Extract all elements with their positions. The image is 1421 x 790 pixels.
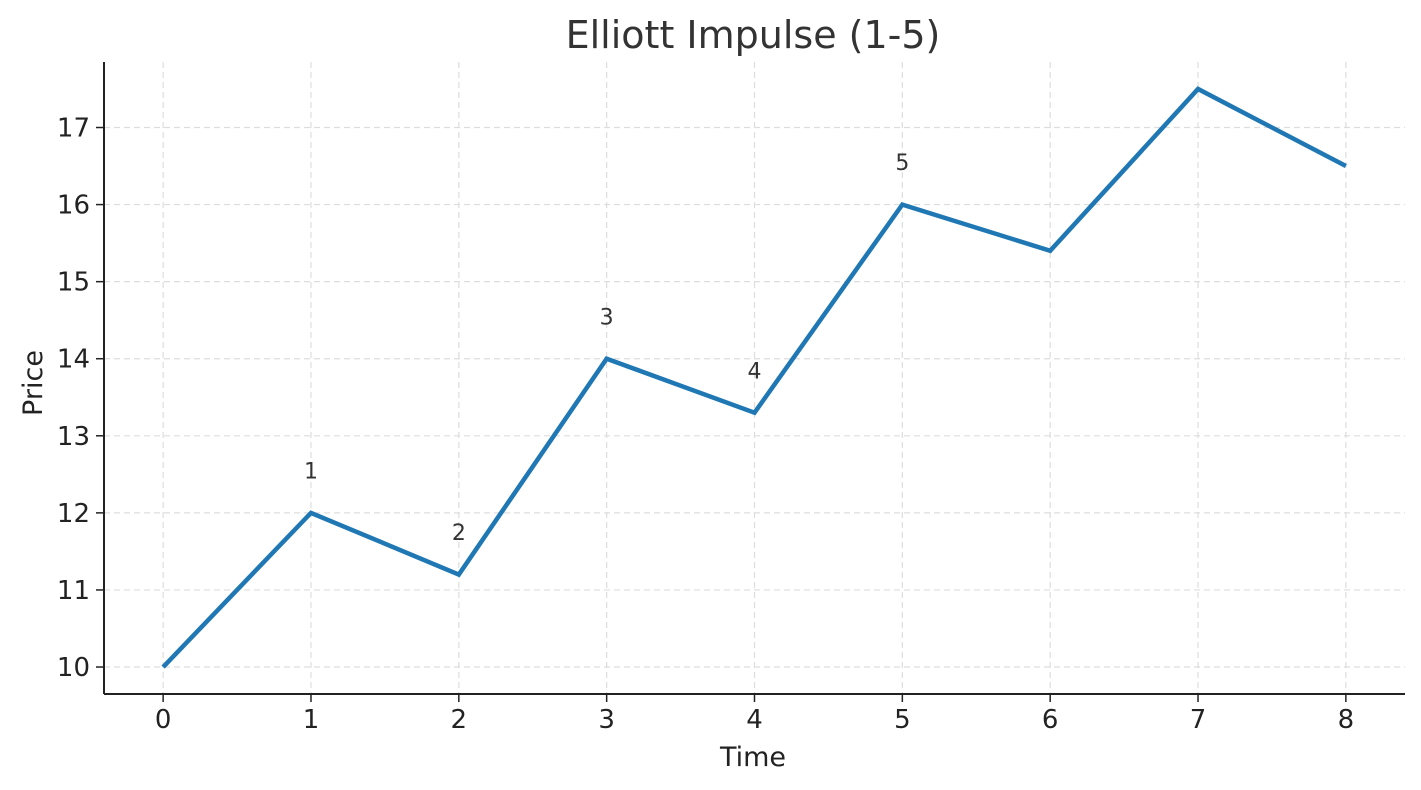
y-tick-label: 12 <box>57 499 90 529</box>
x-tick-label: 3 <box>598 705 615 735</box>
y-axis-label: Price <box>18 350 49 416</box>
y-tick-label: 15 <box>57 268 90 298</box>
wave-label-5: 5 <box>895 151 909 176</box>
wave-label-4: 4 <box>748 359 762 384</box>
x-tick-label: 2 <box>451 705 468 735</box>
x-tick-label: 8 <box>1338 705 1355 735</box>
y-tick-label: 16 <box>57 191 90 221</box>
x-tick-label: 5 <box>894 705 911 735</box>
wave-label-1: 1 <box>304 459 318 484</box>
y-tick-label: 17 <box>57 114 90 144</box>
x-tick-label: 4 <box>746 705 763 735</box>
y-tick-label: 11 <box>57 576 90 606</box>
wave-label-2: 2 <box>452 521 466 546</box>
y-tick-label: 14 <box>57 345 90 375</box>
x-tick-label: 0 <box>155 705 172 735</box>
y-tick-label: 10 <box>57 653 90 683</box>
wave-label-3: 3 <box>600 305 614 330</box>
x-tick-label: 1 <box>303 705 320 735</box>
wave-labels: 1 2 3 4 5 <box>163 88 1346 668</box>
y-tick-label: 13 <box>57 422 90 452</box>
chart-title: Elliott Impulse (1-5) <box>566 13 941 57</box>
x-tick-label: 6 <box>1042 705 1059 735</box>
x-tick-label: 7 <box>1190 705 1207 735</box>
x-axis-label: Time <box>719 742 786 773</box>
grid-lines <box>104 62 1405 694</box>
